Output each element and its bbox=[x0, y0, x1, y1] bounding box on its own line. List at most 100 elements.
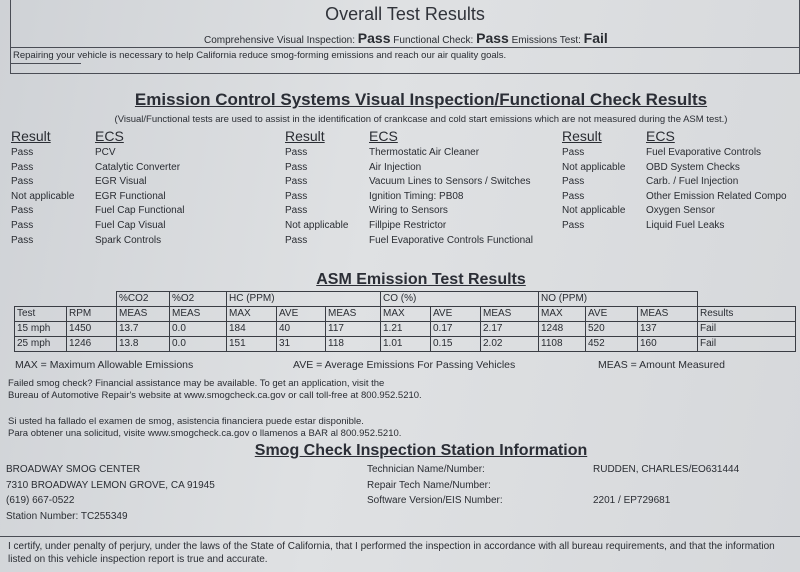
ecs-result: Not applicable bbox=[11, 190, 75, 202]
visual-inspection-title: Emission Control Systems Visual Inspecti… bbox=[134, 90, 708, 109]
asm-cell: 1450 bbox=[66, 321, 117, 337]
station-name: BROADWAY SMOG CENTER bbox=[6, 464, 141, 475]
overall-results-box: Overall Test Results Comprehensive Visua… bbox=[10, 0, 800, 74]
ecs-column-1: Result ECS Pass PCV Pass Catalytic Converter P… bbox=[11, 128, 185, 248]
ecs-row: Pass EGR Visual bbox=[11, 175, 185, 190]
visual-inspection-value: Pass bbox=[357, 30, 391, 46]
asm-cell: 13.8 bbox=[116, 336, 170, 352]
ecs-row: Not applicable Fillpipe Restrictor bbox=[285, 219, 533, 234]
ecs-component: Other Emission Related Compo bbox=[646, 190, 787, 202]
asm-cell: 160 bbox=[637, 336, 698, 352]
asm-cell: 40 bbox=[276, 321, 326, 337]
ecs-component: EGR Functional bbox=[95, 190, 166, 202]
ecs-result: Not applicable bbox=[285, 219, 349, 231]
ecs-result: Not applicable bbox=[562, 205, 626, 217]
ecs-component: PCV bbox=[95, 147, 116, 158]
asm-cell: 2.17 bbox=[480, 321, 539, 337]
ecs-header: ECS bbox=[95, 128, 124, 144]
ecs-result: Pass bbox=[562, 176, 585, 188]
group-no: NO (PPM) bbox=[538, 291, 698, 307]
ecs-row: Pass Other Emission Related Compo bbox=[562, 190, 787, 205]
asm-cell: 1248 bbox=[538, 321, 586, 337]
tech-name-value: RUDDEN, CHARLES/EO631444 bbox=[593, 464, 740, 475]
ecs-column-header: Result ECS bbox=[11, 128, 185, 144]
ecs-result: Pass bbox=[285, 161, 308, 173]
ecs-row: Not applicable OBD System Checks bbox=[562, 161, 787, 176]
assistance-english: Failed smog check? Financial assistance … bbox=[8, 378, 422, 401]
ecs-result: Pass bbox=[562, 219, 585, 231]
ecs-result: Pass bbox=[562, 147, 585, 158]
assistance-spanish: Si usted ha fallado el examen de smog, a… bbox=[8, 416, 401, 439]
ecs-row: Not applicable Oxygen Sensor bbox=[562, 204, 787, 219]
functional-check-label: Functional Check: bbox=[393, 35, 474, 46]
asm-cell: 151 bbox=[226, 336, 277, 352]
emissions-test-label: Emissions Test: bbox=[511, 35, 581, 46]
ecs-row: Pass PCV bbox=[11, 146, 185, 161]
assistance-en-line: Bureau of Automotive Repair's website at… bbox=[8, 389, 422, 401]
ecs-component: Spark Controls bbox=[95, 234, 162, 246]
asm-header-cell: AVE bbox=[276, 306, 326, 322]
technician-values: RUDDEN, CHARLES/EO631444 2201 / EP729681 bbox=[593, 462, 739, 509]
group-o2: %O2 bbox=[169, 291, 227, 307]
ecs-component: Fuel Evaporative Controls Functional bbox=[369, 234, 533, 246]
result-header: Result bbox=[562, 128, 602, 144]
asm-header-cell: MEAS bbox=[325, 306, 381, 322]
ecs-result: Pass bbox=[285, 190, 308, 202]
asm-cell: 2.02 bbox=[480, 336, 539, 352]
ecs-component: EGR Visual bbox=[95, 176, 147, 188]
asm-cell: 25 mph bbox=[14, 336, 67, 352]
station-info: BROADWAY SMOG CENTER 7310 BROADWAY LEMON… bbox=[6, 462, 215, 524]
asm-group-row: %CO2 %O2 HC (PPM) CO (%) NO (PPM) bbox=[14, 291, 796, 307]
software-label: Software Version/EIS Number: bbox=[367, 495, 503, 506]
asm-result-cell: Fail bbox=[697, 321, 796, 337]
result-header: Result bbox=[285, 128, 325, 144]
asm-cell: 0.0 bbox=[169, 321, 227, 337]
asm-header-cell: Results bbox=[697, 306, 796, 322]
asm-row-25mph: 25 mph 1246 13.8 0.0 151 31 118 1.01 0.15 2.02 110… bbox=[14, 336, 796, 352]
ecs-result: Not applicable bbox=[562, 161, 626, 173]
ecs-row: Pass Ignition Timing: PB08 bbox=[285, 190, 533, 205]
ecs-row: Pass Fuel Cap Visual bbox=[11, 219, 185, 234]
assistance-en-line: Failed smog check? Financial assistance … bbox=[8, 378, 385, 389]
ecs-result: Pass bbox=[11, 219, 34, 231]
asm-results-table: %CO2 %O2 HC (PPM) CO (%) NO (PPM) Test RP… bbox=[14, 291, 796, 352]
asm-cell: 1108 bbox=[538, 336, 586, 352]
ecs-row: Pass Thermostatic Air Cleaner bbox=[285, 146, 533, 161]
asm-cell: 137 bbox=[637, 321, 698, 337]
software-value: 2201 / EP729681 bbox=[593, 495, 671, 506]
ecs-row: Pass Fuel Evaporative Controls bbox=[562, 146, 787, 161]
asm-title: ASM Emission Test Results bbox=[316, 271, 526, 288]
asm-cell: 15 mph bbox=[14, 321, 67, 337]
legend-ave: AVE = Average Emissions For Passing Vehi… bbox=[293, 359, 516, 371]
ecs-result: Pass bbox=[285, 147, 308, 158]
asm-result-cell: Fail bbox=[697, 336, 796, 352]
repair-tech-label: Repair Tech Name/Number: bbox=[367, 479, 491, 491]
ecs-component: Vacuum Lines to Sensors / Switches bbox=[369, 176, 531, 188]
ecs-component: Liquid Fuel Leaks bbox=[646, 219, 725, 231]
ecs-row: Pass Fuel Cap Functional bbox=[11, 204, 185, 219]
visual-inspection-subtitle: (Visual/Functional tests are used to ass… bbox=[114, 114, 728, 125]
asm-cell: 1.01 bbox=[380, 336, 431, 352]
assistance-es-line: Para obtener una solicitud, visite www.s… bbox=[8, 427, 402, 439]
assistance-es-line: Si usted ha fallado el examen de smog, a… bbox=[8, 416, 364, 427]
asm-cell: 0.0 bbox=[169, 336, 227, 352]
asm-header-cell: MAX bbox=[380, 306, 431, 322]
asm-cell: 1246 bbox=[66, 336, 117, 352]
asm-header-cell: MEAS bbox=[169, 306, 227, 322]
overall-results-title: Overall Test Results bbox=[325, 4, 485, 24]
ecs-result: Pass bbox=[562, 190, 585, 202]
group-hc: HC (PPM) bbox=[226, 291, 381, 307]
asm-header-cell: RPM bbox=[66, 306, 117, 322]
ecs-header: ECS bbox=[646, 128, 675, 144]
ecs-component: Wiring to Sensors bbox=[369, 205, 448, 217]
asm-cell: 117 bbox=[325, 321, 381, 337]
ecs-row: Pass Fuel Evaporative Controls Functional bbox=[285, 234, 533, 249]
asm-cell: 452 bbox=[585, 336, 638, 352]
asm-group-blank-end bbox=[697, 291, 796, 307]
repair-notice: Repairing your vehicle is necessary to h… bbox=[13, 50, 507, 61]
ecs-column-3: Result ECS Pass Fuel Evaporative Controls No… bbox=[562, 128, 787, 234]
ecs-component: Catalytic Converter bbox=[95, 161, 181, 173]
result-header: Result bbox=[11, 128, 51, 144]
tech-name-label: Technician Name/Number: bbox=[367, 464, 485, 475]
asm-group-blank bbox=[14, 291, 117, 307]
